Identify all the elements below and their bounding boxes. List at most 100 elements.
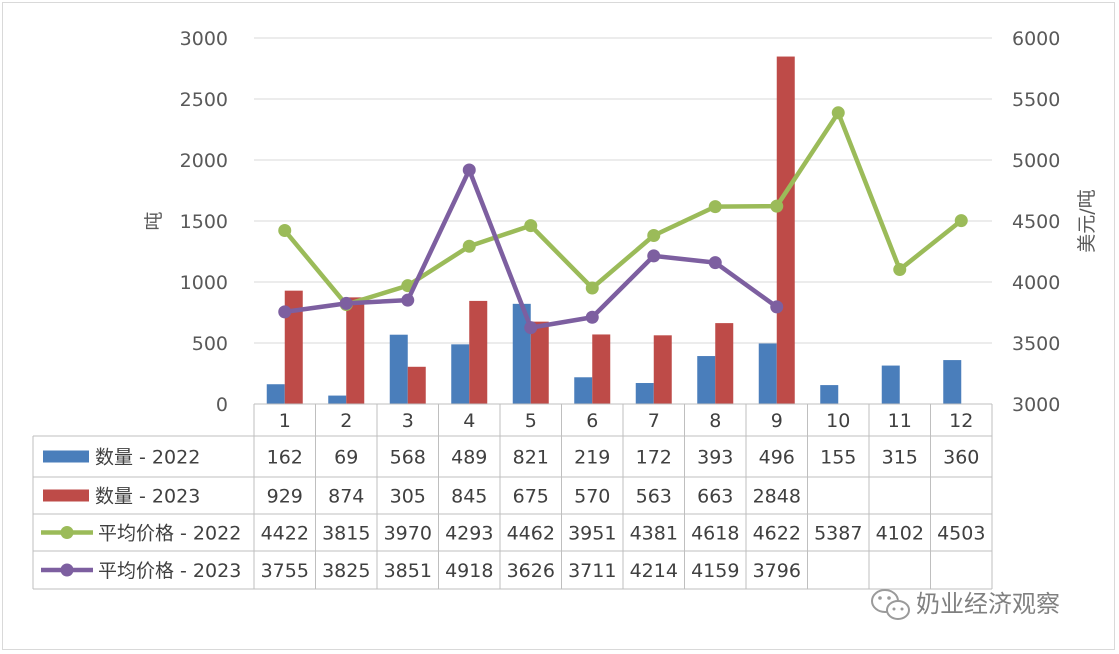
x-tick-label: 7 (648, 410, 660, 432)
series-marker (524, 219, 538, 233)
series-marker (708, 256, 722, 270)
y-tick-label: 1500 (180, 211, 228, 233)
data-label: 69 (334, 447, 358, 469)
bar-2023 (776, 56, 795, 404)
y2-tick-label: 5500 (1012, 89, 1060, 111)
bar-2022 (881, 365, 900, 404)
series-marker (647, 229, 661, 243)
series-marker (770, 199, 784, 213)
data-label: 172 (636, 447, 672, 469)
data-label: 4422 (261, 523, 309, 545)
bar-2023 (407, 366, 426, 404)
data-label: 155 (820, 447, 856, 469)
data-label: 5387 (814, 523, 862, 545)
data-label: 4293 (445, 523, 493, 545)
y2-axis-title: 美元/吨 (1076, 189, 1098, 252)
x-tick-label: 1 (279, 410, 291, 432)
series-marker (708, 200, 722, 214)
data-label: 845 (451, 486, 487, 508)
data-label: 821 (513, 447, 549, 469)
wechat-icon (871, 589, 910, 620)
series-marker (770, 300, 784, 314)
y2-tick-label: 6000 (1012, 28, 1060, 50)
data-label: 4618 (691, 523, 739, 545)
data-label: 315 (882, 447, 918, 469)
data-label: 393 (697, 447, 733, 469)
y-tick-label: 500 (192, 333, 228, 355)
legend-key (43, 489, 89, 502)
data-label: 3711 (568, 560, 616, 582)
data-label: 3755 (261, 560, 309, 582)
data-label: 489 (451, 447, 487, 469)
y2-tick-label: 4000 (1012, 272, 1060, 294)
data-label: 4622 (753, 523, 801, 545)
bar-2022 (943, 360, 962, 404)
series-marker (893, 263, 907, 277)
bar-2022 (328, 395, 347, 404)
x-tick-label: 9 (771, 410, 783, 432)
series-line-2 (282, 110, 964, 307)
bar-2022 (389, 334, 408, 404)
bar-2022 (758, 343, 777, 404)
y-tick-label: 3000 (180, 28, 228, 50)
data-label: 929 (267, 486, 303, 508)
watermark-text: 奶业经济观察 (916, 590, 1060, 618)
data-label: 219 (574, 447, 610, 469)
data-label: 3815 (322, 523, 370, 545)
legend-label: 数量 - 2023 (95, 486, 200, 508)
bar-2023 (715, 323, 734, 404)
series-marker (585, 310, 599, 324)
legend-label: 平均价格 - 2023 (98, 560, 241, 582)
data-label: 3951 (568, 523, 616, 545)
series-marker (462, 163, 476, 177)
x-tick-label: 6 (586, 410, 598, 432)
bar-2023 (530, 321, 549, 404)
bar-2022 (635, 383, 654, 404)
series-marker (524, 321, 538, 335)
x-tick-label: 10 (826, 410, 850, 432)
data-label: 570 (574, 486, 610, 508)
y2-tick-label: 5000 (1012, 150, 1060, 172)
bar-2022 (820, 385, 839, 404)
series-marker (339, 296, 353, 310)
data-label: 4918 (445, 560, 493, 582)
data-label: 663 (697, 486, 733, 508)
data-label: 675 (513, 486, 549, 508)
series-marker (278, 305, 292, 319)
bar-2023 (284, 290, 303, 404)
legend-key-marker (60, 526, 74, 539)
data-label: 3970 (384, 523, 432, 545)
x-tick-label: 11 (888, 410, 912, 432)
data-label: 305 (390, 486, 426, 508)
data-label: 4214 (630, 560, 678, 582)
data-label: 4102 (876, 523, 924, 545)
bar-2022 (266, 384, 285, 404)
x-tick-label: 8 (709, 410, 721, 432)
series-marker (278, 224, 292, 238)
x-tick-label: 3 (402, 410, 414, 432)
legend-label: 数量 - 2022 (95, 447, 200, 469)
data-label: 4503 (937, 523, 985, 545)
y-tick-label: 2500 (180, 89, 228, 111)
data-label: 874 (328, 486, 364, 508)
data-label: 496 (759, 447, 795, 469)
data-label: 563 (636, 486, 672, 508)
series-marker (954, 214, 968, 228)
legend-key-marker (60, 563, 74, 577)
x-tick-label: 5 (525, 410, 537, 432)
x-tick-label: 4 (463, 410, 475, 432)
data-label: 162 (267, 447, 303, 469)
x-tick-label: 2 (340, 410, 352, 432)
series-marker (401, 293, 415, 307)
data-label: 3825 (322, 560, 370, 582)
data-label: 4462 (507, 523, 555, 545)
series-marker (462, 239, 476, 253)
bar-2023 (469, 300, 488, 404)
y-axis-title: 吨 (143, 211, 165, 230)
y2-tick-label: 3000 (1012, 394, 1060, 416)
data-label: 4381 (630, 523, 678, 545)
y-tick-label: 0 (216, 394, 228, 416)
series-marker (647, 249, 661, 263)
